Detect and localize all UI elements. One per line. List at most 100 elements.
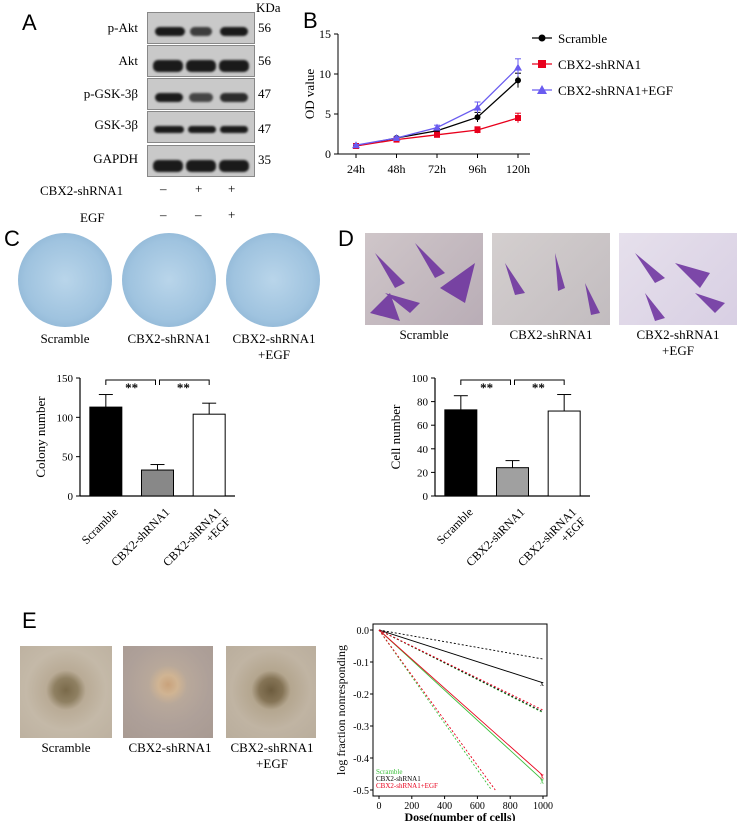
x-tick-label: 72h bbox=[428, 162, 446, 176]
condition-mark: – bbox=[195, 207, 202, 222]
legend-marker bbox=[537, 85, 547, 94]
panel-e-letter: E bbox=[22, 608, 37, 633]
fit-line bbox=[378, 629, 544, 781]
x-tick-label: Scramble bbox=[79, 505, 121, 547]
y-tick-label: 150 bbox=[57, 373, 74, 385]
data-point bbox=[474, 114, 481, 121]
significance-label: ** bbox=[480, 380, 493, 395]
y-tick-label: 100 bbox=[412, 373, 429, 385]
ci-line bbox=[378, 629, 492, 791]
y-tick-label: 10 bbox=[319, 67, 331, 81]
legend-label: CBX2-shRNA1+EGF bbox=[376, 782, 438, 790]
y-tick-label: 80 bbox=[417, 397, 429, 409]
kda-header: KDa bbox=[256, 0, 281, 15]
legend-label: Scramble bbox=[558, 31, 607, 46]
significance-bracket bbox=[159, 379, 210, 385]
spheroid-photo bbox=[20, 646, 112, 738]
y-tick-label: 15 bbox=[319, 27, 331, 41]
y-tick-label: 0 bbox=[423, 491, 429, 503]
condition-mark: – bbox=[160, 181, 167, 196]
wb-row-label: GSK-3β bbox=[94, 117, 138, 132]
panel-c-letter: C bbox=[4, 226, 20, 251]
significance-label: ** bbox=[532, 380, 545, 395]
spheroid-photo bbox=[123, 646, 213, 738]
photo-caption: CBX2-shRNA1 bbox=[128, 740, 212, 755]
wb-band-row bbox=[147, 111, 255, 143]
data-point bbox=[515, 77, 521, 84]
end-marker: x bbox=[540, 776, 544, 785]
y-tick-label: -0.5 bbox=[353, 786, 369, 797]
data-point bbox=[514, 63, 522, 71]
x-tick-label: 200 bbox=[404, 801, 419, 812]
condition-mark: + bbox=[228, 207, 236, 222]
fit-line bbox=[378, 629, 544, 776]
wb-band-row bbox=[147, 145, 255, 177]
x-tick-label: 96h bbox=[469, 162, 487, 176]
legend-label: Scramble bbox=[376, 768, 402, 776]
wb-kda: 47 bbox=[258, 86, 271, 101]
legend-marker bbox=[538, 34, 546, 42]
data-point bbox=[474, 127, 481, 133]
photo-caption: CBX2-shRNA1 +EGF bbox=[230, 740, 314, 771]
panel-a-letter: A bbox=[22, 10, 37, 35]
data-point bbox=[515, 115, 521, 121]
y-tick-label: 5 bbox=[325, 107, 331, 121]
x-tick-label: 0 bbox=[377, 801, 382, 812]
y-tick-label: 20 bbox=[417, 467, 429, 479]
wb-row-label: p-Akt bbox=[107, 20, 138, 35]
significance-bracket bbox=[514, 379, 565, 385]
fit-line bbox=[378, 629, 544, 684]
y-tick-label: -0.4 bbox=[353, 754, 369, 765]
x-tick-label: 800 bbox=[503, 801, 518, 812]
legend-marker bbox=[538, 60, 546, 68]
legend-label: CBX2-shRNA1 bbox=[558, 57, 641, 72]
x-tick-label: 1000 bbox=[533, 801, 553, 812]
condition-mark: + bbox=[195, 181, 203, 196]
y-tick-label: 100 bbox=[57, 412, 74, 424]
end-marker: x bbox=[540, 772, 544, 781]
chart-e-limiting-dilution: 0.0 -0.1 -0.2 -0.3 -0.4 -0.5 0 200 400 600 800 1000… bbox=[335, 623, 553, 821]
wb-kda: 56 bbox=[258, 20, 271, 35]
y-tick-label: 0 bbox=[325, 147, 331, 161]
ci-line bbox=[378, 629, 544, 660]
wb-band-row bbox=[147, 45, 255, 77]
significance-bracket bbox=[105, 379, 156, 385]
x-tick-label: 120h bbox=[506, 162, 530, 176]
end-marker: x bbox=[540, 679, 544, 688]
wb-kda: 35 bbox=[258, 152, 271, 167]
y-tick-label: 50 bbox=[62, 452, 74, 464]
wb-kda: 56 bbox=[258, 53, 271, 68]
photo-caption: Scramble bbox=[40, 331, 90, 346]
bar bbox=[141, 469, 174, 497]
data-point bbox=[392, 134, 401, 141]
y-axis-label: Colony number bbox=[33, 396, 48, 478]
wb-row-label: GAPDH bbox=[93, 151, 138, 166]
migration-cells-overlay bbox=[370, 243, 725, 321]
y-axis-label: log fraction nonresponding bbox=[335, 645, 348, 775]
wb-band-row bbox=[147, 78, 255, 110]
bar bbox=[547, 410, 581, 497]
ci-line bbox=[378, 629, 544, 711]
plot-frame bbox=[372, 623, 548, 797]
wb-kda: 47 bbox=[258, 121, 271, 136]
photo-caption: CBX2-shRNA1 +EGF bbox=[636, 327, 720, 358]
x-tick-label: 600 bbox=[470, 801, 485, 812]
photo-caption: Scramble bbox=[41, 740, 91, 755]
spheroid-photo bbox=[226, 646, 316, 738]
legend-label: CBX2-shRNA1 bbox=[376, 775, 421, 783]
y-tick-label: 40 bbox=[417, 444, 429, 456]
colony-dish-photo bbox=[122, 233, 216, 327]
wb-row-label: Akt bbox=[118, 53, 139, 68]
significance-label: ** bbox=[125, 380, 138, 395]
x-tick-label: Scramble bbox=[434, 505, 476, 547]
chart-b-growth-curve: 0 5 10 15 24h 48h 72h 96h 120h OD value Scramble CB… bbox=[302, 27, 673, 176]
photo-caption: CBX2-shRNA1 bbox=[509, 327, 593, 342]
photo-caption: CBX2-shRNA1 bbox=[127, 331, 211, 346]
bar bbox=[496, 467, 529, 497]
x-tick-label: 24h bbox=[347, 162, 365, 176]
ci-line bbox=[378, 629, 496, 791]
wb-row-label: p-GSK-3β bbox=[83, 86, 138, 101]
data-point bbox=[473, 103, 482, 111]
